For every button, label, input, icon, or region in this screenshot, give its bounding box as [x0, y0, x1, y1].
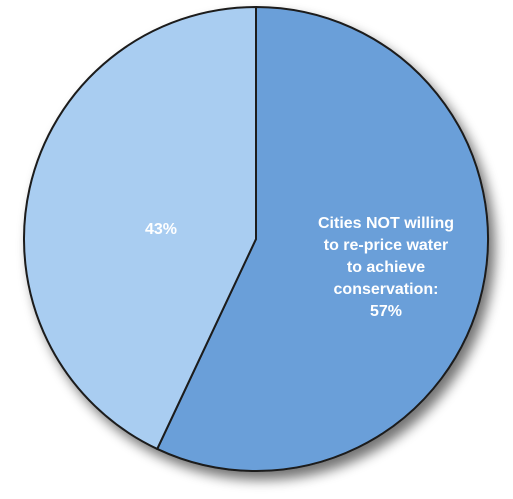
pie-slice-0 [156, 6, 489, 472]
pie-slice-label-line: conservation: [334, 281, 439, 298]
pie-slice-label-1: 43% [145, 221, 177, 238]
pie-slice-label-0: Cities NOT willing to re-price water to ac… [318, 215, 454, 320]
pie-slice-label-line: 43% [145, 221, 177, 238]
pie-slices [23, 6, 489, 472]
pie-slice-label-line: to achieve [347, 259, 425, 276]
pie-slice-label-line: 57% [370, 303, 402, 320]
pie-slice-1 [23, 6, 257, 450]
pie-slice-label-line: to re-price water [324, 237, 448, 254]
pie-labels: Cities NOT willing to re-price water to ac… [145, 215, 454, 320]
pie-slice-label-line: Cities NOT willing [318, 215, 454, 232]
